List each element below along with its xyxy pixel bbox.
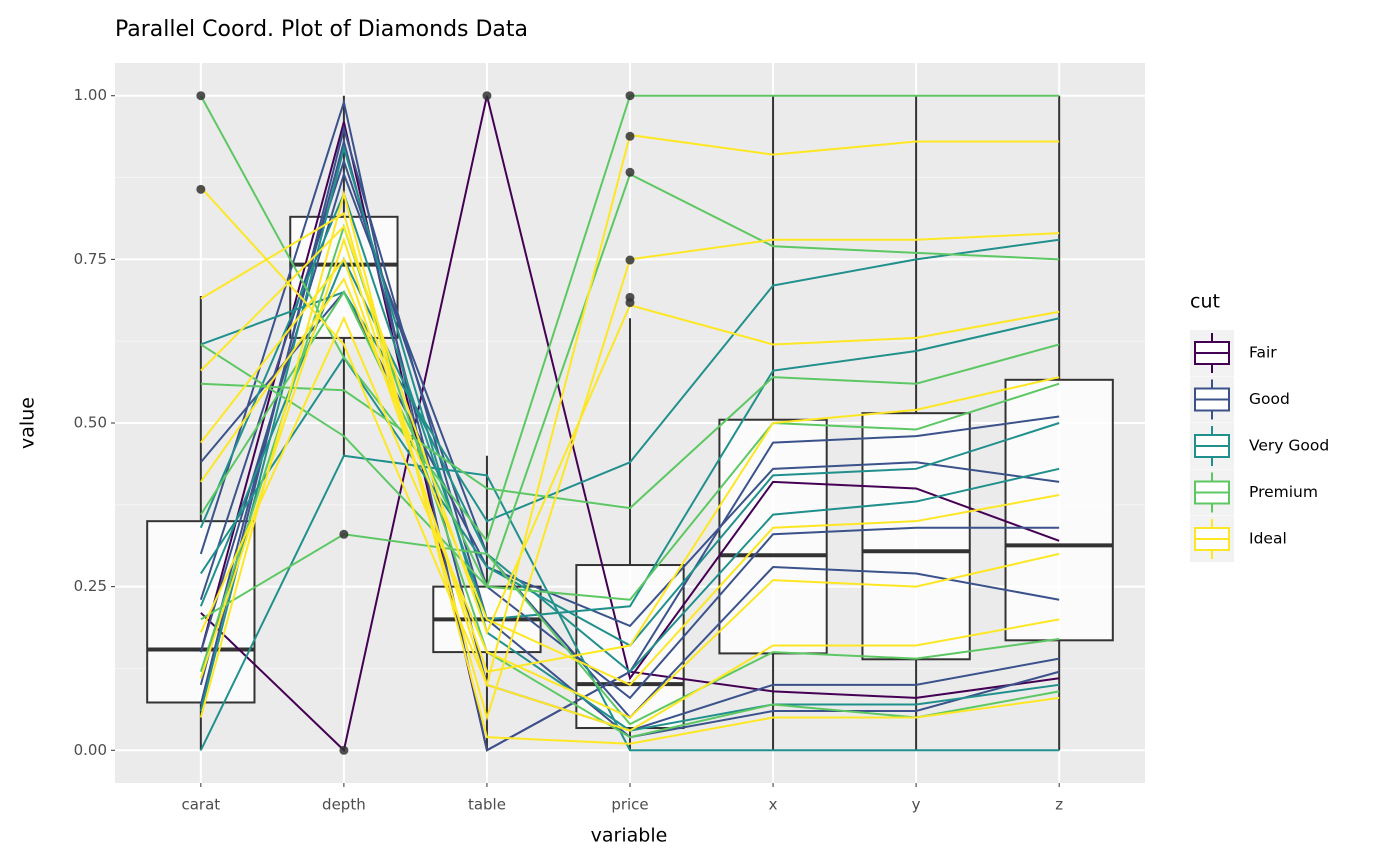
y-tick-label: 1.00 [74, 86, 107, 104]
legend-title: cut [1190, 291, 1220, 313]
profile-line [200, 276, 1060, 687]
outlier [625, 91, 635, 101]
legend-label: Premium [1249, 483, 1318, 501]
profile-line [199, 454, 1060, 752]
x-tick-label: x [769, 796, 778, 814]
profile-line [200, 343, 1060, 510]
profile-line [200, 257, 1060, 673]
outlier [339, 745, 349, 755]
profile-line [199, 290, 1060, 601]
profile-line [199, 190, 1060, 745]
x-tick-label: price [611, 796, 648, 814]
outlier [625, 255, 635, 265]
legend-label: Fair [1249, 344, 1277, 362]
x-tick-label: z [1055, 796, 1063, 814]
x-tick-label: depth [322, 796, 366, 814]
x-tick-label: carat [181, 796, 220, 814]
x-axis-title: variable [591, 825, 668, 847]
outlier [196, 184, 206, 194]
y-tick-label: 0.25 [74, 577, 107, 595]
outlier [625, 167, 635, 177]
y-axis-title: value [17, 397, 39, 449]
profile-line [199, 158, 1060, 700]
profile-line [199, 315, 1060, 719]
outlier [625, 298, 635, 308]
x-tick-label: y [912, 796, 921, 814]
box [861, 412, 971, 661]
y-tick-label: 0.50 [74, 414, 107, 432]
y-tick-label: 0.75 [74, 250, 107, 268]
legend-label: Good [1249, 390, 1290, 408]
legend-label: Very Good [1249, 437, 1329, 455]
profile-line [199, 236, 1060, 732]
outlier [482, 91, 492, 101]
x-tick-label: table [468, 796, 506, 814]
outlier [339, 529, 349, 539]
legend-label: Ideal [1249, 530, 1287, 548]
box [1004, 378, 1114, 642]
box [718, 418, 828, 655]
outlier [196, 91, 206, 101]
outlier [625, 131, 635, 141]
chart-title: Parallel Coord. Plot of Diamonds Data [115, 17, 528, 42]
y-tick-label: 0.00 [74, 741, 107, 759]
